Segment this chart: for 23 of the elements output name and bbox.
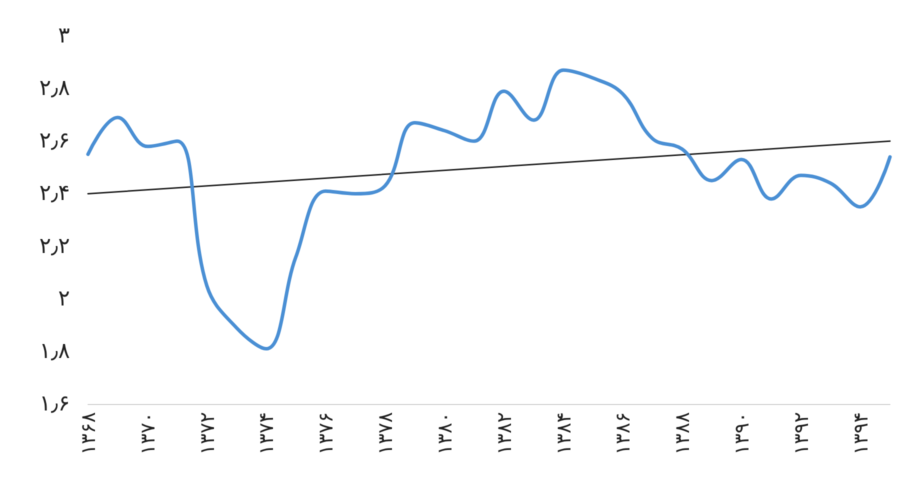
y-tick-label: ۳ bbox=[58, 24, 70, 48]
x-tick-label: ۱۳۷۶ bbox=[314, 412, 338, 455]
x-tick-label: ۱۳۶۸ bbox=[76, 412, 100, 455]
x-tick-label: ۱۳۸۰ bbox=[432, 412, 456, 455]
x-tick-label: ۱۳۸۴ bbox=[551, 412, 576, 455]
y-tick-label: ۲٫۲ bbox=[39, 234, 70, 259]
y-tick-label: ۲ bbox=[58, 286, 70, 312]
x-tick-label: ۱۳۸۸ bbox=[670, 412, 694, 455]
x-tick-label: ۱۳۸۶ bbox=[610, 412, 635, 455]
x-tick-label: ۱۳۹۲ bbox=[788, 412, 813, 455]
x-tick-label: ۱۳۷۴ bbox=[254, 412, 278, 455]
y-tick-label: ۲٫۸ bbox=[39, 76, 70, 102]
x-tick-label: ۱۳۷۲ bbox=[194, 412, 219, 455]
x-tick-label: ۱۳۹۰ bbox=[729, 412, 754, 455]
x-tick-label: ۱۳۸۲ bbox=[492, 412, 516, 455]
y-tick-label: ۱٫۶ bbox=[39, 392, 70, 416]
line-series bbox=[86, 68, 892, 351]
x-tick-label: ۱۳۷۸ bbox=[373, 412, 398, 455]
y-tick-label: ۲٫۴ bbox=[39, 181, 70, 206]
x-tick-label: ۱۳۹۴ bbox=[848, 412, 872, 455]
y-tick-label: ۱٫۸ bbox=[39, 338, 70, 364]
x-tick-label: ۱۳۷۰ bbox=[135, 412, 160, 455]
y-tick-label: ۲٫۶ bbox=[39, 128, 70, 154]
